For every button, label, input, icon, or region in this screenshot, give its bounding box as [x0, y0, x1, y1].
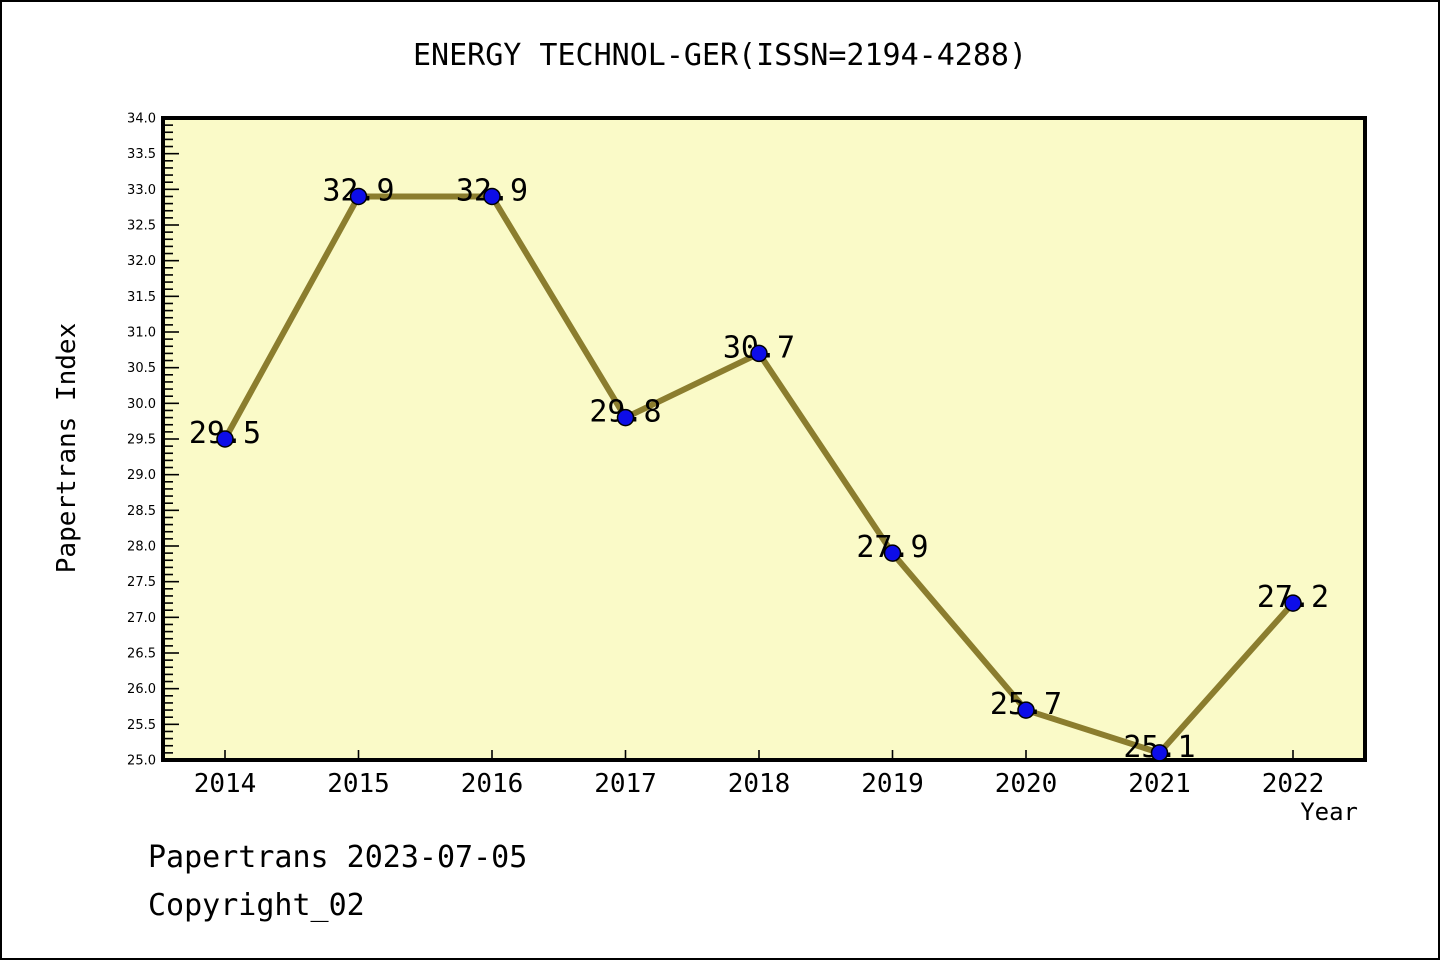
plot-area — [161, 116, 1367, 762]
x-tick-label: 2016 — [461, 769, 524, 799]
x-tick-label: 2020 — [995, 769, 1058, 799]
x-tick-label: 2018 — [728, 769, 791, 799]
x-tick-label: 2017 — [594, 769, 657, 799]
y-tick-label: 34.0 — [127, 112, 156, 127]
y-tick-label: 33.0 — [127, 183, 156, 198]
y-tick-label: 26.0 — [127, 682, 156, 697]
data-point-marker — [349, 187, 368, 206]
y-tick-label: 26.5 — [127, 647, 156, 662]
x-tick-label: 2014 — [194, 769, 257, 799]
y-tick-label: 30.0 — [127, 397, 156, 412]
y-tick-label: 30.5 — [127, 361, 156, 376]
y-tick-label: 33.5 — [127, 147, 156, 162]
y-tick-label: 25.5 — [127, 718, 156, 733]
y-tick-label: 31.0 — [127, 326, 156, 341]
x-tick-label: 2015 — [327, 769, 390, 799]
y-tick-label: 25.0 — [127, 754, 156, 769]
y-tick-label: 28.0 — [127, 540, 156, 555]
chart-title: ENERGY TECHNOL-GER(ISSN=2194-4288) — [412, 38, 1028, 73]
data-point-marker — [1017, 701, 1035, 719]
x-tick-label: 2019 — [861, 769, 924, 799]
data-point-marker — [883, 544, 902, 562]
y-tick-label: 28.5 — [127, 504, 156, 519]
data-point-marker — [1284, 594, 1302, 612]
y-tick-label: 27.0 — [127, 611, 156, 626]
y-tick-label: 29.0 — [127, 468, 156, 483]
x-tick-label: 2022 — [1262, 769, 1325, 799]
data-point-marker — [616, 408, 635, 427]
data-point-marker — [216, 430, 234, 448]
footer-copyright: Copyright_02 — [148, 888, 365, 923]
y-tick-label: 29.5 — [127, 433, 156, 448]
data-point-marker — [750, 344, 768, 363]
data-point-marker — [483, 187, 501, 206]
x-tick-label: 2021 — [1128, 769, 1191, 799]
y-tick-label: 32.0 — [127, 254, 156, 269]
data-point-marker — [1150, 744, 1169, 762]
y-tick-label: 31.5 — [127, 290, 156, 305]
footer-provider-date: Papertrans 2023-07-05 — [148, 840, 528, 875]
x-axis-label: Year — [1300, 798, 1358, 826]
y-tick-label: 27.5 — [127, 575, 156, 590]
y-tick-label: 32.5 — [127, 219, 156, 234]
